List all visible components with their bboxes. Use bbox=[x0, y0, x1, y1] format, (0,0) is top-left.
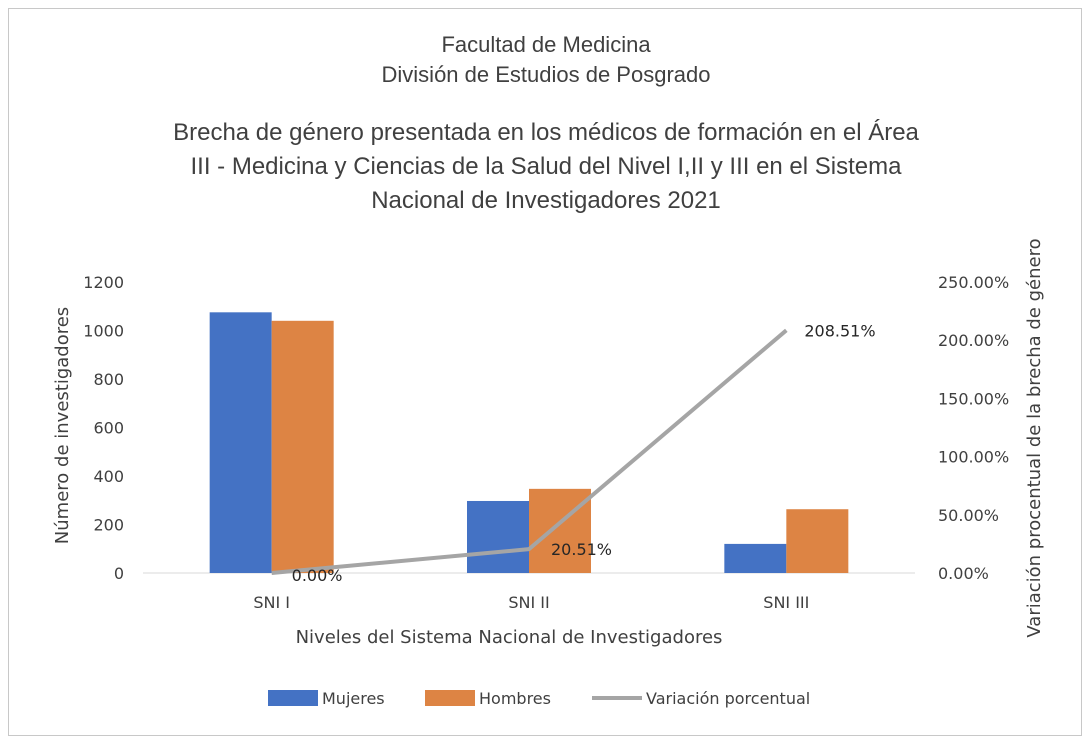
chart-title: Brecha de género presentada en los médic… bbox=[0, 116, 1092, 218]
y2-axis-title: Variación procentual de la brecha de gén… bbox=[1024, 238, 1045, 637]
chart-title-line-2: III - Medicina y Ciencias de la Salud de… bbox=[190, 153, 902, 180]
bar-mujeres bbox=[467, 500, 529, 573]
y-axis-title: Número de investigadores bbox=[52, 307, 73, 544]
y-tick-label: 0 bbox=[114, 564, 124, 583]
x-tick-label: SNI I bbox=[253, 593, 290, 612]
bar-hombres bbox=[529, 488, 591, 573]
legend-label: Hombres bbox=[479, 689, 551, 708]
header: Facultad de Medicina División de Estudio… bbox=[0, 30, 1092, 90]
y-tick-label: 1200 bbox=[83, 273, 124, 292]
legend-swatch bbox=[268, 690, 318, 706]
legend-label: Variación porcentual bbox=[646, 689, 810, 708]
y2-tick-label: 150.00% bbox=[938, 389, 1009, 408]
bar-hombres bbox=[271, 320, 334, 573]
bar-mujeres bbox=[209, 312, 272, 573]
chart-title-line-1: Brecha de género presentada en los médic… bbox=[173, 119, 919, 146]
y2-tick-label: 100.00% bbox=[938, 448, 1009, 467]
y-tick-label: 200 bbox=[93, 516, 124, 535]
y-tick-label: 800 bbox=[93, 370, 124, 389]
chart-title-line-3: Nacional de Investigadores 2021 bbox=[371, 187, 721, 214]
legend-label: Mujeres bbox=[322, 689, 385, 708]
line-data-label: 208.51% bbox=[804, 321, 875, 340]
x-tick-label: SNI III bbox=[763, 593, 809, 612]
y2-tick-label: 250.00% bbox=[938, 273, 1009, 292]
y2-tick-label: 200.00% bbox=[938, 331, 1009, 350]
header-line-1: Facultad de Medicina bbox=[441, 32, 651, 57]
header-line-2: División de Estudios de Posgrado bbox=[381, 62, 711, 87]
line-data-label: 20.51% bbox=[551, 540, 612, 559]
bar-mujeres bbox=[724, 543, 787, 573]
x-tick-label: SNI II bbox=[508, 593, 549, 612]
y-tick-label: 600 bbox=[93, 419, 124, 438]
y-tick-label: 400 bbox=[93, 467, 124, 486]
chart-frame bbox=[8, 8, 1082, 736]
legend-swatch bbox=[425, 690, 475, 706]
y-tick-label: 1000 bbox=[83, 322, 124, 341]
y2-tick-label: 0.00% bbox=[938, 564, 989, 583]
line-variacion-porcentual bbox=[271, 328, 788, 575]
y2-tick-label: 50.00% bbox=[938, 506, 999, 525]
line-data-label: 0.00% bbox=[292, 566, 343, 585]
x-axis-title: Niveles del Sistema Nacional de Investig… bbox=[296, 627, 723, 648]
bar-hombres bbox=[786, 509, 849, 573]
